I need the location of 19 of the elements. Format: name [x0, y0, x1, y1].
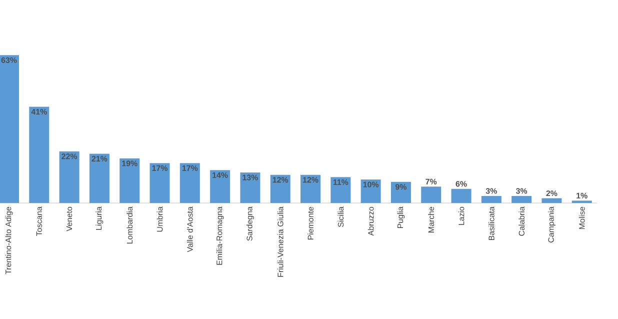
- bar: [120, 158, 140, 203]
- bar: [330, 177, 351, 203]
- bar: [481, 196, 502, 203]
- bar: [300, 174, 321, 203]
- bar: [360, 180, 381, 203]
- bar: [390, 182, 411, 203]
- bar: [451, 188, 472, 203]
- bar: [270, 174, 290, 203]
- bar: [29, 106, 50, 203]
- bar: [89, 154, 110, 203]
- bar: [421, 186, 442, 203]
- bar: [0, 55, 19, 203]
- bar: [180, 163, 200, 203]
- bar: [210, 170, 230, 203]
- bar: [512, 196, 532, 203]
- bar: [59, 151, 80, 203]
- bar: [542, 198, 562, 203]
- bar: [240, 172, 260, 203]
- bar: [150, 163, 170, 203]
